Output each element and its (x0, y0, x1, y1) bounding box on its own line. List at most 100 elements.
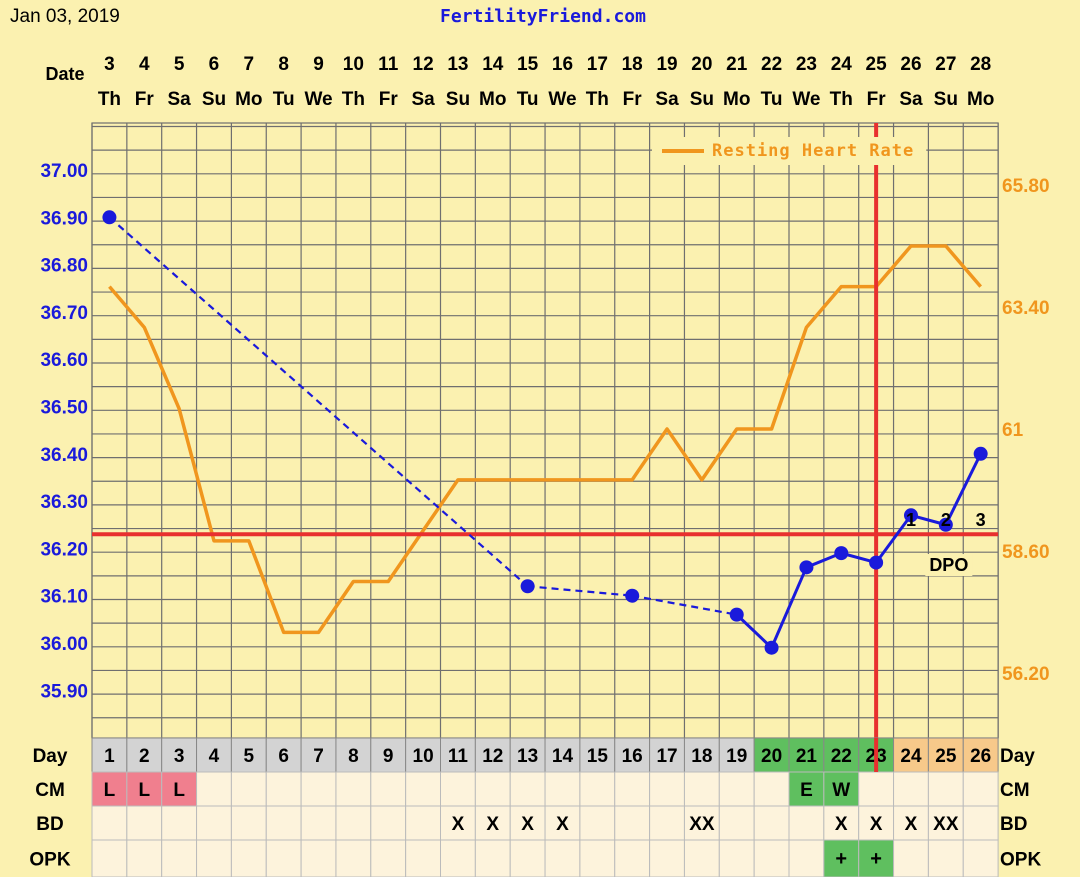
cycle-day: 4 (209, 746, 220, 767)
opk-cell (161, 839, 198, 877)
cm-cell (683, 771, 720, 807)
y-left-tick: 35.90 (40, 681, 88, 702)
bd-cell (335, 805, 372, 841)
y-right-tick: 63.40 (1002, 298, 1050, 319)
date-label: 24 (831, 54, 853, 75)
row-label-cm: CM (35, 780, 65, 801)
cm-cell (823, 771, 860, 807)
y-left-tick: 36.10 (40, 587, 88, 608)
bbt-segment (874, 514, 913, 564)
cm-cell (927, 771, 964, 807)
y-left-tick: 36.80 (40, 256, 88, 277)
cycle-day: 10 (413, 746, 434, 767)
cycle-day: 16 (622, 746, 643, 767)
bbt-point (834, 546, 849, 561)
bbt-point (938, 517, 953, 532)
bd-cell (161, 805, 198, 841)
date-label: 14 (482, 54, 504, 75)
bbt-dashed-segment (527, 585, 633, 597)
bd-cell (823, 805, 860, 841)
cm-cell (230, 771, 267, 807)
y-left-tick: 36.50 (40, 398, 88, 419)
cycle-day: 25 (935, 746, 957, 767)
bd-cell (788, 805, 825, 841)
date-label: 25 (866, 54, 888, 75)
bbt-dashed-segment (631, 594, 737, 616)
bd-value: X (870, 814, 883, 835)
bd-cell (544, 805, 581, 841)
weekday-label: Sa (168, 89, 192, 110)
cycle-day: 24 (900, 746, 922, 767)
date-label: 18 (622, 54, 643, 75)
day-cell (649, 737, 685, 773)
date-label: 12 (413, 54, 434, 75)
bd-cell (265, 805, 302, 841)
bd-cell (370, 805, 407, 841)
day-cell (614, 737, 651, 773)
opk-cell (440, 839, 476, 877)
weekday-label: Tu (517, 89, 539, 110)
weekday-label: Su (934, 89, 958, 110)
day-cell (405, 737, 441, 773)
cycle-day: 9 (383, 746, 394, 767)
bd-cell (614, 805, 651, 841)
bd-cell (893, 805, 929, 841)
dpo-label-background (925, 554, 973, 576)
day-cell (335, 737, 372, 773)
opk-value: + (870, 848, 882, 870)
bd-value: X (905, 814, 918, 835)
weekday-label: Fr (623, 89, 643, 110)
bbt-point (903, 508, 918, 523)
weekday-label: We (304, 89, 332, 110)
bd-cell (230, 805, 267, 841)
cm-cell (126, 771, 163, 807)
date-header: 3 4 5 6 7 8 9 10 11 12 13 14 15 16 17 18 19 20 21 22 23 24 25 2… (98, 54, 995, 110)
row-label-right-bd: BD (1000, 814, 1027, 835)
dpo-label: DPO (929, 555, 968, 575)
bbt-point (799, 560, 814, 575)
weekday-label: Th (586, 89, 609, 110)
date-label: 23 (796, 54, 817, 75)
chart-date: Jan 03, 2019 (10, 6, 120, 27)
weekday-label: Mo (235, 89, 262, 110)
date-label: 21 (726, 54, 748, 75)
cycle-day: 5 (244, 746, 255, 767)
rhr-series (108, 244, 983, 635)
weekday-label: Fr (867, 89, 887, 110)
bd-cell (962, 805, 999, 841)
bd-cell (579, 805, 616, 841)
day-cell (788, 737, 825, 773)
weekday-label: We (548, 89, 576, 110)
weekday-label: Th (342, 89, 365, 110)
cm-cell (196, 771, 232, 807)
y-left-tick: 36.70 (40, 303, 88, 324)
bd-cell (649, 805, 685, 841)
date-label: 7 (244, 54, 255, 75)
bd-value: X (452, 814, 465, 835)
cycle-day: 20 (761, 746, 782, 767)
date-label: 15 (517, 54, 539, 75)
weekday-label: Fr (379, 89, 399, 110)
cm-cell (579, 771, 616, 807)
day-cell (196, 737, 232, 773)
bbt-point (625, 588, 640, 603)
cycle-day: 3 (174, 746, 185, 767)
date-label: 16 (552, 54, 573, 75)
opk-cell (858, 839, 895, 877)
opk-cell (579, 839, 616, 877)
bd-value: X (556, 814, 569, 835)
bd-value: X (521, 814, 534, 835)
cm-value: E (800, 780, 813, 801)
opk-cell (509, 839, 546, 877)
cm-value: L (173, 780, 185, 801)
dpo-number: 1 (906, 510, 916, 530)
cm-value: W (832, 780, 850, 801)
cm-cell (265, 771, 302, 807)
bd-cell (126, 805, 163, 841)
opk-cell (370, 839, 407, 877)
bd-value: XX (933, 814, 959, 835)
cm-cell (335, 771, 372, 807)
cm-cell (300, 771, 337, 807)
weekday-label: Th (830, 89, 853, 110)
axes: 37.00 36.90 36.80 36.70 36.60 36.50 36.40 36.30… (40, 161, 1049, 702)
